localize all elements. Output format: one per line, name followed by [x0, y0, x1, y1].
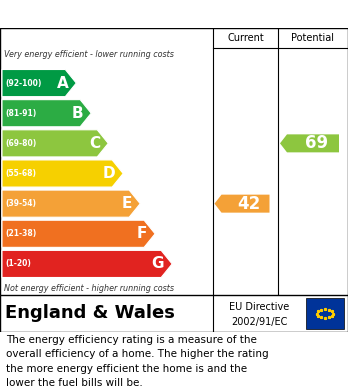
Text: (81-91): (81-91) — [5, 109, 36, 118]
Text: EU Directive: EU Directive — [229, 302, 289, 312]
Text: Energy Efficiency Rating: Energy Efficiency Rating — [69, 7, 279, 22]
Polygon shape — [2, 130, 108, 157]
Polygon shape — [2, 190, 140, 217]
Polygon shape — [2, 160, 123, 187]
Polygon shape — [2, 220, 155, 248]
Text: 42: 42 — [237, 195, 261, 213]
Text: B: B — [72, 106, 83, 121]
Text: Not energy efficient - higher running costs: Not energy efficient - higher running co… — [4, 284, 174, 293]
Polygon shape — [2, 250, 172, 278]
Text: Very energy efficient - lower running costs: Very energy efficient - lower running co… — [4, 50, 174, 59]
Text: F: F — [137, 226, 147, 241]
Polygon shape — [214, 195, 269, 213]
Text: England & Wales: England & Wales — [5, 305, 175, 323]
Text: E: E — [122, 196, 132, 211]
Text: Potential: Potential — [292, 33, 334, 43]
Text: (92-100): (92-100) — [5, 79, 41, 88]
Text: (21-38): (21-38) — [5, 229, 36, 238]
Polygon shape — [280, 135, 339, 152]
Bar — [306, 298, 344, 329]
Text: (1-20): (1-20) — [5, 260, 31, 269]
Text: A: A — [56, 75, 68, 91]
Polygon shape — [2, 100, 91, 127]
Text: 69: 69 — [305, 135, 328, 152]
Polygon shape — [2, 70, 76, 97]
Text: Current: Current — [227, 33, 264, 43]
Text: C: C — [89, 136, 100, 151]
Text: D: D — [103, 166, 115, 181]
Text: (39-54): (39-54) — [5, 199, 36, 208]
Text: 2002/91/EC: 2002/91/EC — [231, 317, 287, 326]
Text: (69-80): (69-80) — [5, 139, 36, 148]
Text: (55-68): (55-68) — [5, 169, 36, 178]
Text: G: G — [152, 256, 164, 271]
Text: The energy efficiency rating is a measure of the
overall efficiency of a home. T: The energy efficiency rating is a measur… — [6, 335, 269, 388]
